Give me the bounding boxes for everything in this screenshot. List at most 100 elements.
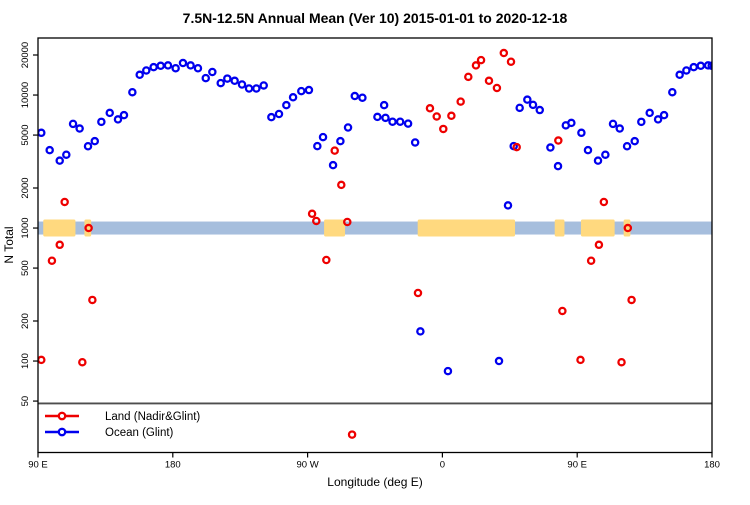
ocean-point [244,84,254,93]
y-tick-label: 5000 [20,125,31,146]
map-strip-land [324,219,346,237]
y-tick-label: 100 [20,353,31,369]
land-point [55,240,64,250]
ocean-point [304,85,314,95]
ocean-point [135,70,144,80]
ocean-point [90,136,100,146]
land-point [447,111,456,121]
ocean-point [274,109,284,119]
ocean-point [593,156,603,165]
chart-title: 7.5N-12.5N Annual Mean (Ver 10) 2015-01-… [183,10,568,26]
ocean-point [653,115,663,124]
land-point [599,197,609,207]
ocean-point [494,356,504,366]
ocean-point [83,142,93,151]
y-axis-label: N Total [2,226,16,263]
ocean-point [381,113,390,123]
ocean-point [703,61,712,70]
ocean-point [163,61,173,70]
ocean-point [528,100,538,110]
plot-frame [37,37,713,454]
ocean-point [523,95,532,104]
ocean-point [318,132,328,142]
legend-ocean-label: Ocean (Glint) [105,427,174,439]
land-point [554,136,563,145]
ocean-point [149,62,158,72]
land-point [432,112,441,121]
map-strip-land [580,219,615,237]
land-point [464,72,473,82]
land-point [456,97,465,106]
ocean-point [237,80,247,89]
land-point [471,61,481,70]
ocean-point [68,119,78,129]
ocean-point [193,64,203,73]
ocean-point [288,93,298,102]
land-point [476,55,486,65]
map-strip-land [43,219,76,237]
ocean-point [583,145,593,155]
ocean-point [186,61,195,70]
land-point [343,217,352,227]
legend-item-ocean: Ocean (Glint) [45,427,174,439]
land-point [413,288,423,298]
land-point [492,83,502,93]
land-point [558,306,567,316]
land-point [84,223,93,233]
data-points [38,48,712,439]
ocean-point [515,103,524,113]
ocean-point [267,112,276,122]
land-point [60,197,69,207]
ocean-point [343,123,353,132]
y-tick-label: 50 [20,396,31,407]
ocean-point [156,61,165,71]
x-tick-label: 90 W [297,460,319,471]
ocean-point [689,62,698,72]
land-point [617,357,626,367]
ocean-point [645,108,654,118]
y-tick-label: 1000 [20,217,31,238]
ocean-point [379,100,389,110]
ocean-point [637,117,646,127]
land-point [586,256,596,265]
map-strip-land [623,219,631,237]
ocean-point [336,136,345,146]
ocean-point [38,128,46,138]
ocean-point [675,70,684,80]
ocean-point [577,128,586,138]
ocean-point [75,124,84,133]
land-point [499,48,509,58]
ocean-point [615,124,624,133]
ocean-point [252,84,261,93]
y-tick-label: 200 [20,313,31,329]
ocean-point [128,87,137,97]
land-point [307,209,317,219]
ocean-point [297,86,306,96]
ocean-point [171,64,180,73]
x-tick-label: 0 [440,460,445,471]
land-point [330,146,339,155]
y-tick-label: 20000 [20,42,31,68]
land-point [439,124,448,134]
ocean-point [282,100,291,110]
ocean-point [230,76,239,86]
ocean-point [259,81,268,90]
ocean-point [216,78,225,88]
ocean-point [553,161,563,171]
land-point [512,142,521,152]
ocean-point [45,145,54,155]
map-strip-land [417,219,516,237]
y-tick-label: 2000 [20,177,31,198]
ocean-point [373,112,382,122]
ocean-point [201,73,211,83]
legend: Land (Nadir&Glint) Ocean (Glint) [45,411,200,439]
ocean-point [328,160,338,170]
land-point [78,357,87,367]
ocean-point [416,327,425,336]
ocean-point [535,105,545,115]
x-axis-label: Longitude (deg E) [327,475,422,489]
land-point [312,216,321,226]
y-tick-label: 10000 [20,82,31,108]
